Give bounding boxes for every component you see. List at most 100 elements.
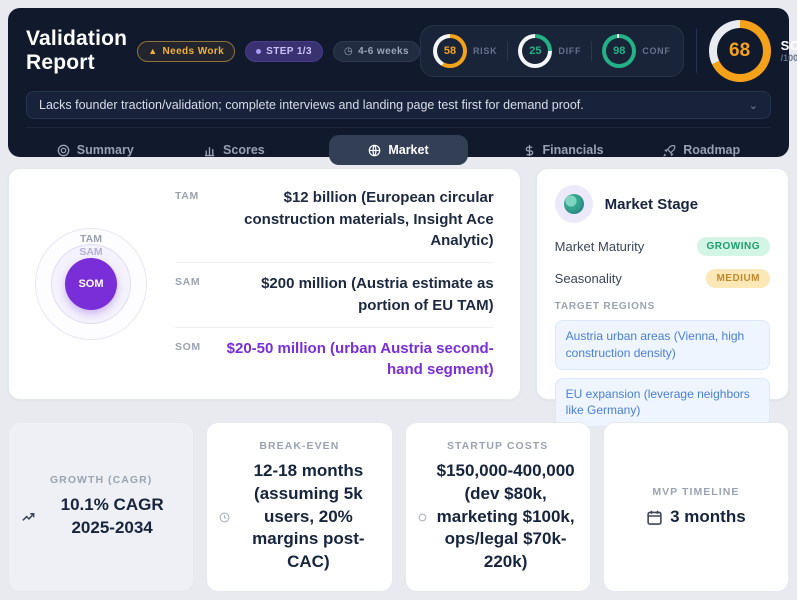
report-header: Validation Report ▲ Needs Work STEP 1/3 … xyxy=(8,8,797,165)
assessment-text: Lacks founder traction/validation; compl… xyxy=(39,98,584,112)
score-label-block: SCORE /100 xyxy=(780,37,797,64)
needs-work-label: Needs Work xyxy=(162,45,225,57)
tam-label: TAM xyxy=(175,189,199,202)
tab-summary[interactable]: Summary xyxy=(26,136,165,164)
duration-label: 4-6 weeks xyxy=(358,45,409,57)
startup-costs-card: STARTUP COSTS $150,000-400,000 (dev $80k… xyxy=(404,422,591,592)
assessment-bar[interactable]: Lacks founder traction/validation; compl… xyxy=(26,91,771,119)
break-even-label: BREAK-EVEN xyxy=(259,439,340,452)
tab-roadmap-label: Roadmap xyxy=(683,143,741,157)
confidence-gauge: 98 CONF xyxy=(602,34,670,68)
sam-circle-label: SAM xyxy=(79,246,103,258)
tab-financials[interactable]: Financials xyxy=(494,136,633,164)
risk-gauge-label: RISK xyxy=(472,46,498,56)
sam-value: $200 million (Austria estimate as portio… xyxy=(261,275,494,314)
dot-icon xyxy=(256,48,262,54)
risk-gauge: 58 RISK xyxy=(432,34,498,68)
growth-label: GROWTH (CAGR) xyxy=(49,474,153,487)
page-title: Validation Report xyxy=(26,27,128,74)
growing-badge: GROWING xyxy=(696,237,770,256)
divider xyxy=(591,41,593,61)
difficulty-gauge: 25 DIFF xyxy=(518,34,581,68)
confidence-gauge-label: CONF xyxy=(642,46,671,56)
mvp-timeline-label: MVP TIMELINE xyxy=(652,485,740,498)
growth-cagr-card: GROWTH (CAGR) 10.1% CAGR 2025-2034 xyxy=(8,422,195,592)
tab-market-label: Market xyxy=(388,143,429,157)
target-regions-label: TARGET REGIONS xyxy=(554,301,656,312)
market-size-rows: TAM $12 billion (European circular const… xyxy=(175,177,494,391)
page: Validation Report ▲ Needs Work STEP 1/3 … xyxy=(8,8,797,592)
divider xyxy=(507,41,509,61)
market-size-card: TAM SAM SOM TAM $12 billion (European ci… xyxy=(8,168,521,400)
tam-circle-label: TAM xyxy=(80,233,102,245)
score-label: SCORE xyxy=(780,37,797,53)
difficulty-gauge-value: 25 xyxy=(522,38,549,64)
warning-icon: ▲ xyxy=(148,46,158,56)
calendar-icon xyxy=(646,509,663,526)
mini-gauges-panel: 58 RISK 25 DIFF 98 xyxy=(419,25,684,77)
globe-icon xyxy=(554,185,593,223)
tab-summary-label: Summary xyxy=(76,143,134,157)
score-gauge-ring: 68 xyxy=(708,20,771,82)
dollar-icon xyxy=(523,144,536,157)
tab-bar: Summary Scores Market Financials xyxy=(26,127,771,165)
sam-label: SAM xyxy=(175,276,201,289)
header-top-row: Validation Report ▲ Needs Work STEP 1/3 … xyxy=(26,20,797,82)
coin-icon xyxy=(418,513,427,522)
seasonality-row: Seasonality MEDIUM xyxy=(555,269,770,288)
chevron-down-icon[interactable]: ⌄ xyxy=(748,99,758,112)
region-item: Austria urban areas (Vienna, high constr… xyxy=(554,320,770,370)
market-maturity-row: Market Maturity GROWING xyxy=(555,237,770,256)
market-maturity-label: Market Maturity xyxy=(554,239,645,254)
tab-scores-label: Scores xyxy=(223,143,265,157)
bar-chart-icon xyxy=(203,144,216,157)
region-item: EU expansion (leverage neighbors like Ge… xyxy=(554,377,770,428)
divider xyxy=(695,29,697,73)
tam-value: $12 billion (European circular construct… xyxy=(244,188,494,250)
market-stage-card: Market Stage Market Maturity GROWING Sea… xyxy=(535,168,789,428)
needs-work-badge: ▲ Needs Work xyxy=(137,40,236,62)
break-even-value: 12-18 months (assuming 5k users, 20% mar… xyxy=(252,460,365,572)
score-denominator: /100 xyxy=(780,53,797,64)
tam-row: TAM $12 billion (European circular const… xyxy=(175,177,494,262)
som-value: $20-50 million (urban Austria second-han… xyxy=(226,339,494,379)
som-circle: SOM xyxy=(65,258,117,310)
metrics-row: GROWTH (CAGR) 10.1% CAGR 2025-2034 BREAK… xyxy=(8,422,789,592)
rocket-icon xyxy=(663,144,676,157)
overall-score-gauge: 68 SCORE /100 xyxy=(708,20,797,82)
sam-row: SAM $200 million (Austria estimate as po… xyxy=(175,262,494,327)
mvp-timeline-value: 3 months xyxy=(670,506,746,526)
difficulty-gauge-label: DIFF xyxy=(558,46,582,56)
market-row: TAM SAM SOM TAM $12 billion (European ci… xyxy=(8,168,789,428)
confidence-gauge-value: 98 xyxy=(606,38,633,64)
target-icon xyxy=(57,144,70,157)
som-label: SOM xyxy=(175,340,201,353)
mvp-timeline-card: MVP TIMELINE 3 months xyxy=(602,422,789,592)
som-circle-label: SOM xyxy=(78,278,104,290)
globe-icon xyxy=(368,144,381,157)
growth-value: 10.1% CAGR 2025-2034 xyxy=(60,495,164,537)
risk-gauge-ring: 58 xyxy=(432,34,467,68)
tam-sam-som-diagram: TAM SAM SOM xyxy=(35,228,147,340)
break-even-card: BREAK-EVEN 12-18 months (assuming 5k use… xyxy=(206,422,393,592)
difficulty-gauge-ring: 25 xyxy=(518,34,553,68)
step-label: STEP 1/3 xyxy=(266,45,312,57)
tab-market[interactable]: Market xyxy=(329,135,468,165)
seasonality-label: Seasonality xyxy=(554,271,622,286)
title-group: Validation Report ▲ Needs Work STEP 1/3 … xyxy=(26,27,420,75)
startup-costs-value: $150,000-400,000 (dev $80k, marketing $1… xyxy=(436,460,575,572)
gauges-group: 58 RISK 25 DIFF 98 xyxy=(419,20,797,82)
duration-badge: ◷ 4-6 weeks xyxy=(332,40,420,62)
risk-gauge-value: 58 xyxy=(436,38,463,64)
step-badge: STEP 1/3 xyxy=(245,40,323,62)
confidence-gauge-ring: 98 xyxy=(602,34,637,68)
clock-icon: ◷ xyxy=(343,45,354,57)
tab-scores[interactable]: Scores xyxy=(165,136,304,164)
clock-icon xyxy=(219,512,230,523)
tab-roadmap[interactable]: Roadmap xyxy=(632,136,771,164)
startup-costs-label: STARTUP COSTS xyxy=(446,439,549,452)
market-stage-header: Market Stage xyxy=(554,185,770,223)
som-row: SOM $20-50 million (urban Austria second… xyxy=(175,326,494,392)
market-stage-title: Market Stage xyxy=(604,195,699,213)
score-gauge-value: 68 xyxy=(716,28,763,74)
